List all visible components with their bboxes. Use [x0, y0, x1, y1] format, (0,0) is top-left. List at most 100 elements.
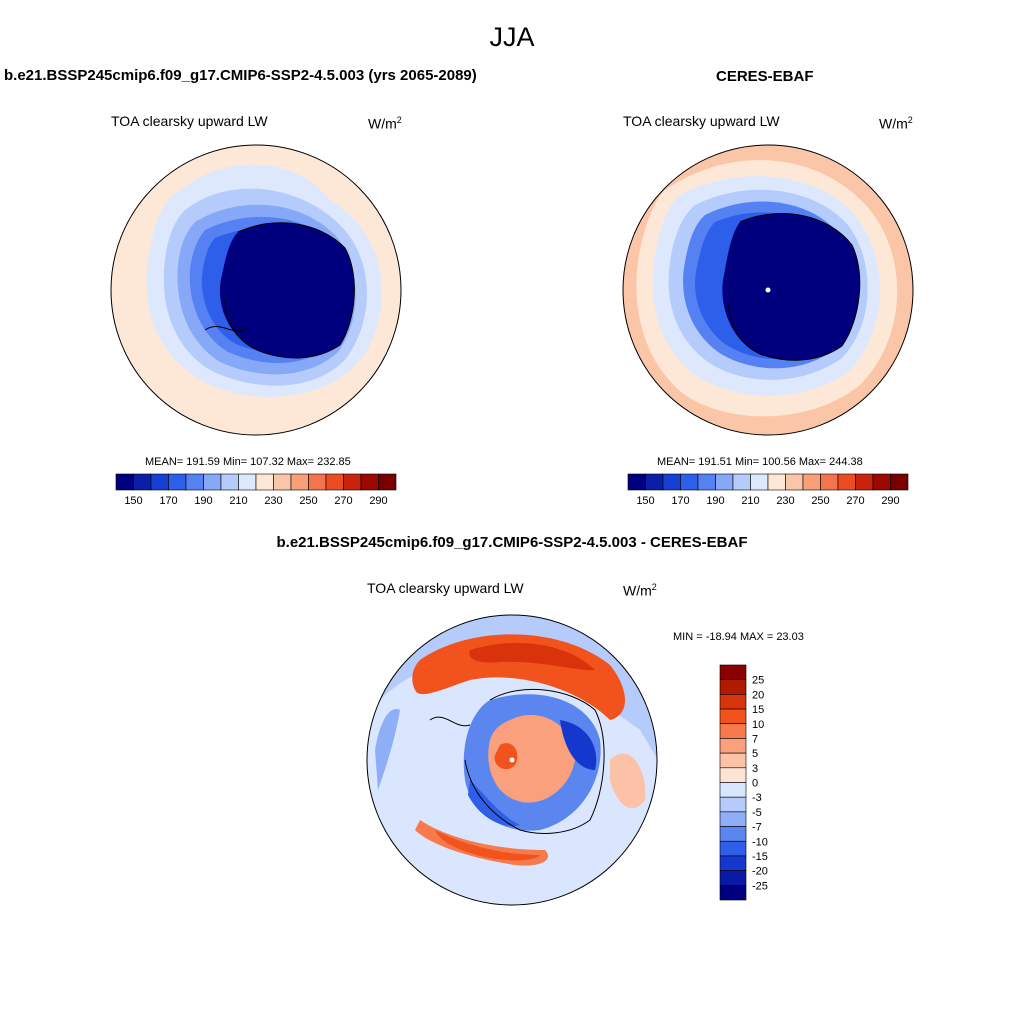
model-colorbar-box — [255, 473, 274, 491]
model-colorbar: 150 170 190 210 230 250 270 290 — [115, 473, 397, 507]
model-colorbar-box — [115, 473, 134, 491]
obs-colorbar-box — [715, 473, 734, 491]
obs-colorbar-box — [732, 473, 751, 491]
diff-colorbar-label: 3 — [752, 763, 758, 775]
obs-colorbar-box — [785, 473, 804, 491]
obs-colorbar-label: 250 — [811, 495, 829, 507]
diff-map-border — [366, 614, 658, 906]
diff-colorbar-box — [719, 811, 747, 827]
model-panel-title: b.e21.BSSP245cmip6.f09_g17.CMIP6-SSP2-4.… — [4, 67, 477, 84]
model-colorbar-label: 170 — [159, 495, 177, 507]
diff-colorbar-box — [719, 679, 747, 695]
diff-colorbar-label: 7 — [752, 733, 758, 745]
figure-title: JJA — [489, 22, 535, 52]
model-colorbar-box — [185, 473, 204, 491]
obs-colorbar-label: 230 — [776, 495, 794, 507]
obs-colorbar-box — [750, 473, 769, 491]
obs-colorbar-box — [627, 473, 646, 491]
model-colorbar-label: 210 — [229, 495, 247, 507]
obs-panel-title: CERES-EBAF — [716, 68, 814, 85]
model-colorbar-box — [203, 473, 222, 491]
obs-map-border — [622, 144, 914, 436]
diff-units-label: W/m2 — [623, 582, 657, 599]
diff-colorbar-label: 10 — [752, 719, 764, 731]
diff-colorbar-label: -10 — [752, 836, 768, 848]
diff-colorbar-label: -7 — [752, 822, 762, 834]
model-map — [111, 145, 401, 435]
diff-colorbar-label: 15 — [752, 704, 764, 716]
model-colorbar-box — [378, 473, 397, 491]
obs-colorbar-box — [872, 473, 891, 491]
obs-colorbar-box — [855, 473, 874, 491]
obs-colorbar-box — [820, 473, 839, 491]
model-colorbar-box — [290, 473, 309, 491]
model-colorbar-box — [308, 473, 327, 491]
model-colorbar-box — [238, 473, 257, 491]
model-colorbar-box — [343, 473, 362, 491]
obs-colorbar-box — [837, 473, 856, 491]
model-map-border — [110, 144, 402, 436]
model-colorbar-label: 250 — [299, 495, 317, 507]
diff-panel-title: b.e21.BSSP245cmip6.f09_g17.CMIP6-SSP2-4.… — [276, 534, 748, 551]
diff-colorbar-box — [719, 694, 747, 710]
diff-colorbar-box — [719, 664, 747, 680]
diff-colorbar-box — [719, 870, 747, 886]
obs-colorbar-label: 190 — [706, 495, 724, 507]
model-colorbar-label: 230 — [264, 495, 282, 507]
diff-colorbar-box — [719, 796, 747, 813]
obs-colorbar-label: 270 — [846, 495, 864, 507]
model-variable-label: TOA clearsky upward LW — [111, 113, 268, 129]
diff-stats: MIN = -18.94 MAX = 23.03 — [673, 631, 804, 643]
obs-colorbar-box — [767, 473, 786, 491]
model-stats: MEAN= 191.59 Min= 107.32 Max= 232.85 — [145, 456, 351, 468]
obs-colorbar-label: 290 — [881, 495, 899, 507]
model-units-label: W/m2 — [368, 115, 402, 132]
obs-colorbar: 150 170 190 210 230 250 270 290 — [627, 473, 909, 507]
diff-colorbar-label: 5 — [752, 748, 758, 760]
model-colorbar-label: 290 — [369, 495, 387, 507]
obs-colorbar-label: 150 — [636, 495, 654, 507]
diff-colorbar-box — [719, 782, 747, 798]
diff-colorbar-box — [719, 723, 747, 739]
model-colorbar-box — [273, 473, 292, 491]
diff-colorbar-box — [719, 885, 747, 901]
model-colorbar-label: 190 — [194, 495, 212, 507]
diff-colorbar-label: -15 — [752, 851, 768, 863]
obs-colorbar-label: 170 — [671, 495, 689, 507]
model-colorbar-label: 270 — [334, 495, 352, 507]
diff-variable-label: TOA clearsky upward LW — [367, 580, 524, 596]
model-colorbar-box — [133, 473, 152, 491]
model-colorbar-box — [220, 473, 239, 491]
obs-colorbar-box — [697, 473, 716, 491]
diff-colorbar-label: -20 — [752, 866, 768, 878]
diff-map — [367, 615, 657, 905]
diff-colorbar-box — [719, 826, 747, 842]
diff-colorbar-box — [719, 767, 747, 783]
model-colorbar-box — [325, 473, 344, 491]
obs-colorbar-box — [890, 473, 909, 491]
diff-colorbar-box — [719, 708, 747, 725]
obs-map — [623, 145, 913, 435]
diff-colorbar-label: -3 — [752, 792, 762, 804]
obs-stats: MEAN= 191.51 Min= 100.56 Max= 244.38 — [657, 456, 863, 468]
diff-colorbar-label: -25 — [752, 880, 768, 892]
diff-colorbar-label: 20 — [752, 689, 764, 701]
obs-colorbar-box — [680, 473, 699, 491]
model-colorbar-box — [168, 473, 187, 491]
diff-colorbar-box — [719, 752, 747, 769]
diff-colorbar: 25 20 15 10 7 5 3 0 -3 -5 -7 -10 -15 -20 -25 — [719, 664, 768, 901]
obs-units-label: W/m2 — [879, 115, 913, 132]
obs-colorbar-box — [802, 473, 821, 491]
obs-colorbar-box — [645, 473, 664, 491]
obs-variable-label: TOA clearsky upward LW — [623, 113, 780, 129]
diff-colorbar-label: 0 — [752, 778, 758, 790]
diff-colorbar-box — [719, 738, 747, 754]
obs-colorbar-label: 210 — [741, 495, 759, 507]
diff-colorbar-label: 25 — [752, 675, 764, 687]
model-colorbar-box — [150, 473, 169, 491]
diff-colorbar-box — [719, 855, 747, 871]
diff-colorbar-label: -5 — [752, 807, 762, 819]
obs-colorbar-box — [662, 473, 681, 491]
model-colorbar-box — [360, 473, 379, 491]
